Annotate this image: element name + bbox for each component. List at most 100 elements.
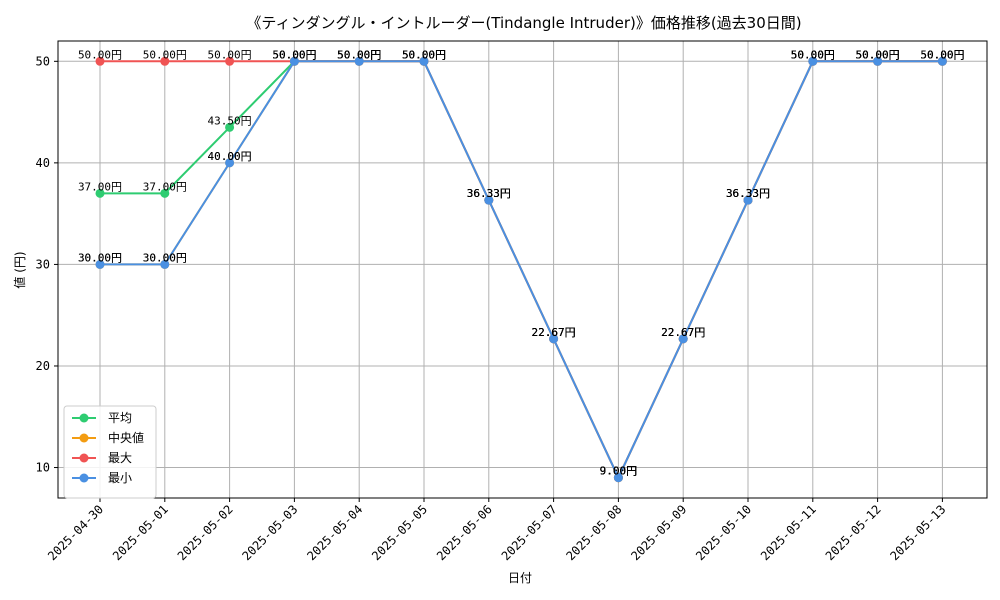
y-tick-label: 10 — [36, 461, 50, 475]
data-label: 22.67円 — [532, 326, 576, 339]
data-point — [160, 56, 170, 66]
x-tick-label: 2025-05-09 — [628, 502, 689, 563]
legend-marker — [79, 413, 89, 423]
grid-layer — [58, 41, 987, 498]
data-label: 36.33円 — [467, 187, 511, 200]
data-point — [678, 334, 688, 344]
x-tick-label: 2025-05-05 — [369, 502, 430, 563]
data-point — [354, 56, 364, 66]
data-label: 30.00円 — [78, 251, 122, 264]
plot-frame — [57, 40, 988, 499]
data-label: 36.33円 — [467, 187, 511, 200]
y-tick-label: 30 — [36, 257, 50, 271]
data-point — [419, 56, 429, 66]
data-label: 50.00円 — [272, 48, 316, 61]
x-tick-label: 2025-05-11 — [758, 502, 819, 563]
data-label: 50.00円 — [337, 48, 381, 61]
data-label: 50.00円 — [402, 48, 446, 61]
data-label: 50.00円 — [791, 48, 835, 61]
data-label: 22.67円 — [661, 326, 705, 339]
data-label: 9.00円 — [600, 465, 638, 478]
data-point — [95, 188, 105, 198]
series-line-3 — [100, 60, 943, 481]
y-tick-label: 40 — [36, 156, 50, 170]
data-label: 50.00円 — [856, 48, 900, 61]
data-point — [225, 122, 235, 132]
x-tick-label: 2025-05-12 — [823, 502, 884, 563]
data-point — [873, 56, 883, 66]
data-point — [484, 195, 494, 205]
data-point — [95, 259, 105, 269]
x-tick-label: 2025-05-04 — [304, 502, 365, 563]
data-label: 50.00円 — [856, 48, 900, 61]
x-tick-label: 2025-05-03 — [240, 502, 301, 563]
data-point — [95, 56, 105, 66]
y-tick-label: 50 — [36, 54, 50, 68]
data-label: 50.00円 — [402, 48, 446, 61]
data-label: 50.00円 — [402, 48, 446, 61]
data-point — [289, 56, 299, 66]
data-label: 50.00円 — [337, 48, 381, 61]
data-label: 50.00円 — [791, 48, 835, 61]
data-point — [613, 473, 623, 483]
data-label: 50.00円 — [78, 48, 122, 61]
data-label: 22.67円 — [661, 326, 705, 339]
data-label: 50.00円 — [402, 48, 446, 61]
data-label: 9.00円 — [600, 465, 638, 478]
data-label: 50.00円 — [272, 48, 316, 61]
x-tick-label: 2025-05-13 — [888, 502, 949, 563]
data-label: 40.00円 — [208, 150, 252, 163]
data-label: 36.33円 — [726, 187, 770, 200]
data-label: 36.33円 — [726, 187, 770, 200]
data-label: 50.00円 — [143, 48, 187, 61]
data-label: 50.00円 — [920, 48, 964, 61]
data-point — [937, 56, 947, 66]
legend-marker — [79, 473, 89, 483]
data-point — [225, 56, 235, 66]
series-layer — [95, 56, 947, 483]
data-label: 22.67円 — [661, 326, 705, 339]
data-label: 50.00円 — [337, 48, 381, 61]
data-label: 37.00円 — [78, 180, 122, 193]
x-tick-label: 2025-05-07 — [499, 502, 560, 563]
data-point — [808, 56, 818, 66]
axes-layer: 2025-04-30 2025-05-01 2025-05-02 2025-05-03… — [36, 40, 988, 563]
data-label: 50.00円 — [791, 48, 835, 61]
data-label: 22.67円 — [532, 326, 576, 339]
data-label: 37.00円 — [143, 180, 187, 193]
data-label: 9.00円 — [600, 465, 638, 478]
data-label: 36.33円 — [726, 187, 770, 200]
legend-marker — [79, 433, 89, 443]
data-point — [743, 195, 753, 205]
chart-title: 《ティンダングル・イントルーダー(Tindangle Intruder)》価格推… — [246, 14, 801, 32]
y-tick-label: 20 — [36, 359, 50, 373]
x-tick-label: 2025-05-10 — [693, 502, 754, 563]
y-axis-label: 値 (円) — [12, 251, 27, 288]
data-label: 50.00円 — [208, 48, 252, 61]
data-label: 50.00円 — [920, 48, 964, 61]
data-label: 22.67円 — [661, 326, 705, 339]
x-tick-label: 2025-04-30 — [45, 502, 106, 563]
data-label: 36.33円 — [467, 187, 511, 200]
data-label: 50.00円 — [272, 48, 316, 61]
data-label: 50.00円 — [920, 48, 964, 61]
x-tick-label: 2025-05-08 — [564, 502, 625, 563]
data-label: 50.00円 — [337, 48, 381, 61]
legend-label: 最小 — [108, 471, 132, 485]
data-label: 30.00円 — [143, 251, 187, 264]
data-label: 50.00円 — [791, 48, 835, 61]
x-axis-label: 日付 — [508, 571, 532, 585]
x-tick-label: 2025-05-02 — [175, 502, 236, 563]
data-labels-layer: 37.00円 37.00円 43.50円 50.00円 50.00円 50.00円 36.3… — [78, 48, 965, 477]
data-label: 40.00円 — [208, 150, 252, 163]
data-point — [160, 188, 170, 198]
x-tick-label: 2025-05-06 — [434, 502, 495, 563]
data-label: 43.50円 — [208, 114, 252, 127]
legend-marker — [79, 453, 89, 463]
data-label: 30.00円 — [78, 251, 122, 264]
data-label: 36.33円 — [726, 187, 770, 200]
data-label: 36.33円 — [467, 187, 511, 200]
data-label: 50.00円 — [272, 48, 316, 61]
x-tick-label: 2025-05-01 — [110, 502, 171, 563]
